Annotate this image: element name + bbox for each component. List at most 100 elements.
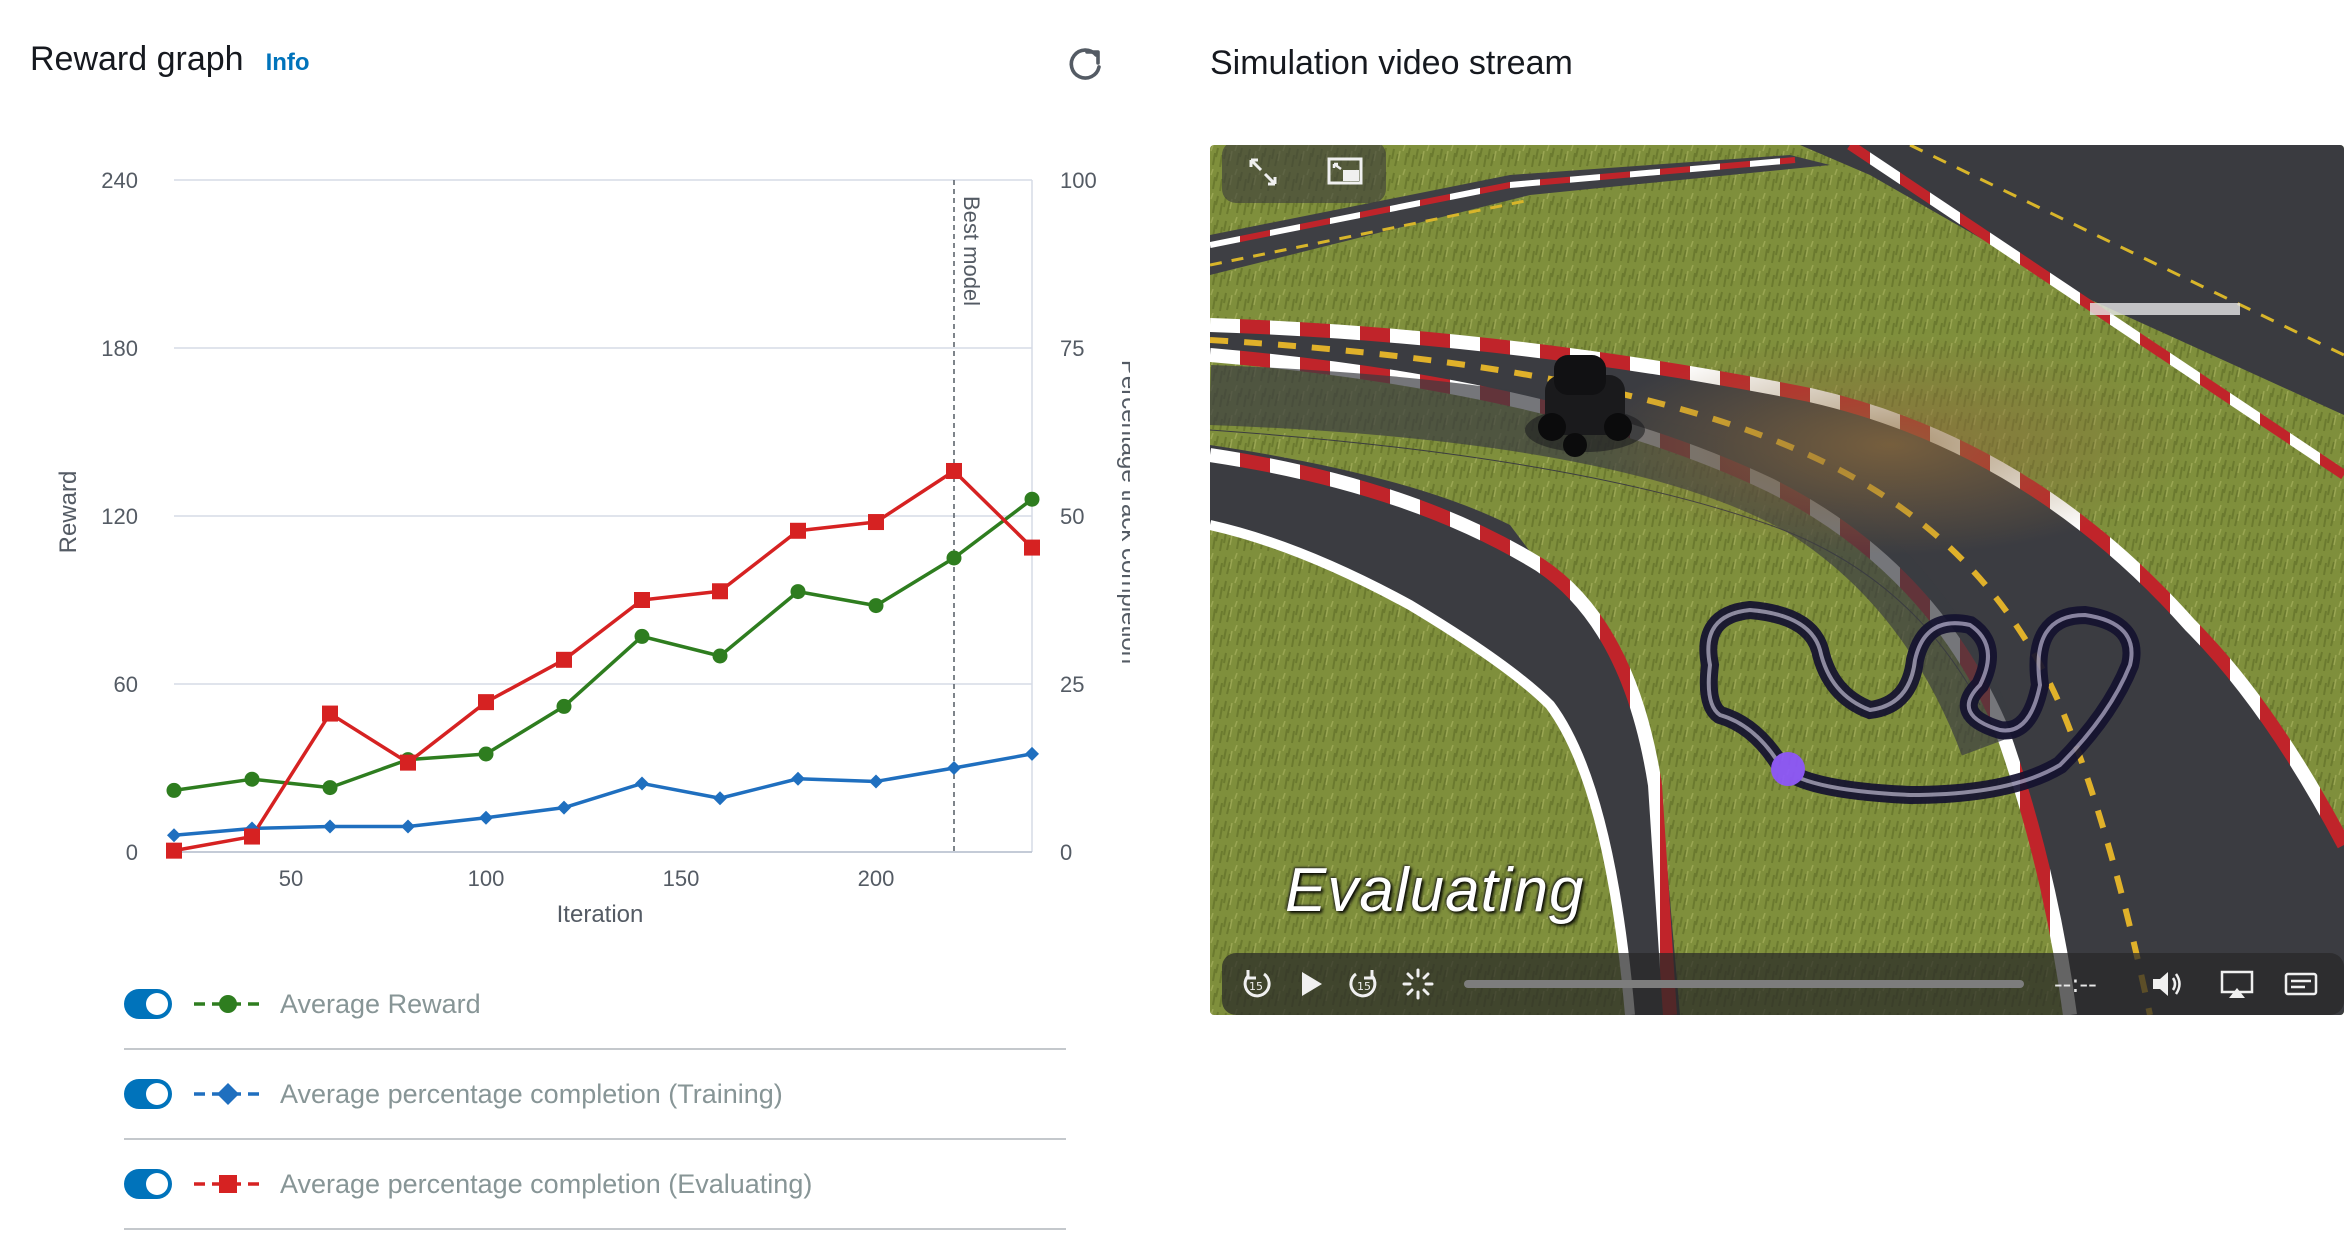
legend-row-training: Average percentage completion (Training) <box>124 1050 1066 1140</box>
y2-tick-labels: 0 25 50 75 100 <box>1060 168 1097 865</box>
reward-point <box>868 598 884 614</box>
evaluating-point <box>556 651 572 668</box>
video-top-controls <box>1222 145 1386 203</box>
legend-label-evaluating: Average percentage completion (Evaluatin… <box>280 1168 813 1199</box>
legend-row-average-reward: Average Reward <box>124 960 1066 1050</box>
evaluating-point <box>244 828 260 845</box>
legend-label-training: Average percentage completion (Training) <box>280 1078 783 1109</box>
airplay-icon[interactable] <box>2217 964 2257 1004</box>
legend-diamond-icon <box>194 1083 262 1105</box>
picture-in-picture-icon[interactable] <box>1323 150 1367 194</box>
x-tick-label: 50 <box>279 866 303 891</box>
training-point <box>1025 746 1039 761</box>
training-point <box>401 819 415 834</box>
evaluating-point <box>478 694 494 711</box>
reward-chart: 0 60 120 180 240 0 25 50 75 100 50 100 150 200 Best… <box>55 168 1130 928</box>
training-point <box>869 774 883 789</box>
captions-icon[interactable] <box>2281 964 2321 1004</box>
loading-spinner-icon <box>1402 968 1434 1000</box>
reward-point <box>712 648 728 664</box>
reward-point <box>322 780 338 796</box>
video-time: --:-- <box>2054 970 2097 998</box>
chart-grid <box>174 179 1033 853</box>
legend-square-icon <box>194 1175 262 1193</box>
x-tick-label: 100 <box>468 866 505 891</box>
evaluating-point <box>400 754 416 771</box>
skip-back-icon[interactable]: 15 <box>1236 964 1276 1004</box>
x-tick-label: 200 <box>858 866 895 891</box>
reward-point <box>946 550 962 566</box>
evaluating-point <box>166 842 182 859</box>
series-lines <box>173 469 1034 853</box>
x-tick-label: 150 <box>663 866 700 891</box>
y2-tick-label: 75 <box>1060 336 1084 361</box>
series-line <box>173 752 1033 837</box>
track-minimap <box>1699 600 2141 805</box>
training-point <box>167 828 181 843</box>
reward-point <box>166 782 182 798</box>
simulation-title: Simulation video stream <box>1210 44 1573 82</box>
toggle-average-reward[interactable] <box>124 989 172 1019</box>
reward-graph-title: Reward graph <box>30 40 244 78</box>
y2-axis-label: Percentage track completion <box>1116 360 1130 664</box>
reward-graph-panel: Reward graph Info 0 60 120 180 240 0 25 50 75 10… <box>0 0 1130 1248</box>
reward-graph-header: Reward graph Info <box>30 40 310 90</box>
legend-circle-icon <box>194 995 262 1013</box>
y2-tick-label: 25 <box>1060 672 1084 697</box>
y2-tick-label: 0 <box>1060 840 1072 865</box>
car <box>1525 355 1645 457</box>
training-point <box>635 776 649 791</box>
evaluating-point <box>946 462 962 479</box>
evaluating-point <box>868 514 884 531</box>
best-model-label: Best model <box>959 196 984 306</box>
evaluating-point <box>790 522 806 539</box>
fullscreen-icon[interactable] <box>1241 150 1285 194</box>
y-tick-label: 240 <box>101 168 138 193</box>
reward-point <box>478 746 494 762</box>
series-line <box>173 497 1034 793</box>
training-point <box>479 810 493 825</box>
evaluating-point <box>712 583 728 600</box>
volume-icon[interactable] <box>2147 964 2187 1004</box>
toggle-training[interactable] <box>124 1079 172 1109</box>
y-tick-label: 120 <box>101 504 138 529</box>
evaluating-overlay: Evaluating <box>1285 856 1585 925</box>
y-tick-label: 0 <box>126 840 138 865</box>
y2-tick-label: 100 <box>1060 168 1097 193</box>
evaluating-point <box>634 592 650 608</box>
play-icon[interactable] <box>1290 964 1330 1004</box>
training-point <box>323 819 337 834</box>
video-controls: 15 15 --:-- <box>1222 953 2344 1015</box>
simulation-video[interactable]: Evaluating 15 15 <box>1210 145 2344 1015</box>
y-tick-labels: 0 60 120 180 240 <box>101 168 138 865</box>
skip-back-value: 15 <box>1249 980 1263 993</box>
reward-point <box>244 771 260 787</box>
series-markers <box>166 462 1040 859</box>
y-tick-label: 60 <box>114 672 138 697</box>
legend-label-average-reward: Average Reward <box>280 988 481 1019</box>
training-point <box>791 771 805 786</box>
legend-row-evaluating: Average percentage completion (Evaluatin… <box>124 1140 1066 1230</box>
toggle-evaluating[interactable] <box>124 1169 172 1199</box>
simulation-panel: Simulation video stream <box>1180 0 2344 1248</box>
reward-point <box>790 584 806 600</box>
x-tick-labels: 50 100 150 200 <box>279 866 895 891</box>
best-model-annotation: Best model <box>953 180 984 852</box>
track-scene <box>1210 145 2344 1015</box>
video-progress-bar[interactable] <box>1464 980 2024 988</box>
refresh-icon <box>1069 48 1101 80</box>
reward-point <box>634 628 650 644</box>
evaluating-point <box>322 705 338 722</box>
training-point <box>557 800 571 815</box>
y2-tick-label: 50 <box>1060 504 1084 529</box>
reward-point <box>556 698 572 714</box>
refresh-button[interactable] <box>1060 40 1110 90</box>
evaluating-point <box>1024 539 1040 556</box>
reward-point <box>1024 491 1040 507</box>
x-axis-label: Iteration <box>557 901 644 928</box>
skip-forward-icon[interactable]: 15 <box>1344 964 1384 1004</box>
skip-forward-value: 15 <box>1357 980 1371 993</box>
info-link[interactable]: Info <box>265 49 310 76</box>
chart-legend: Average Reward Average percentage comple… <box>124 960 1066 1230</box>
series-line <box>173 469 1034 853</box>
